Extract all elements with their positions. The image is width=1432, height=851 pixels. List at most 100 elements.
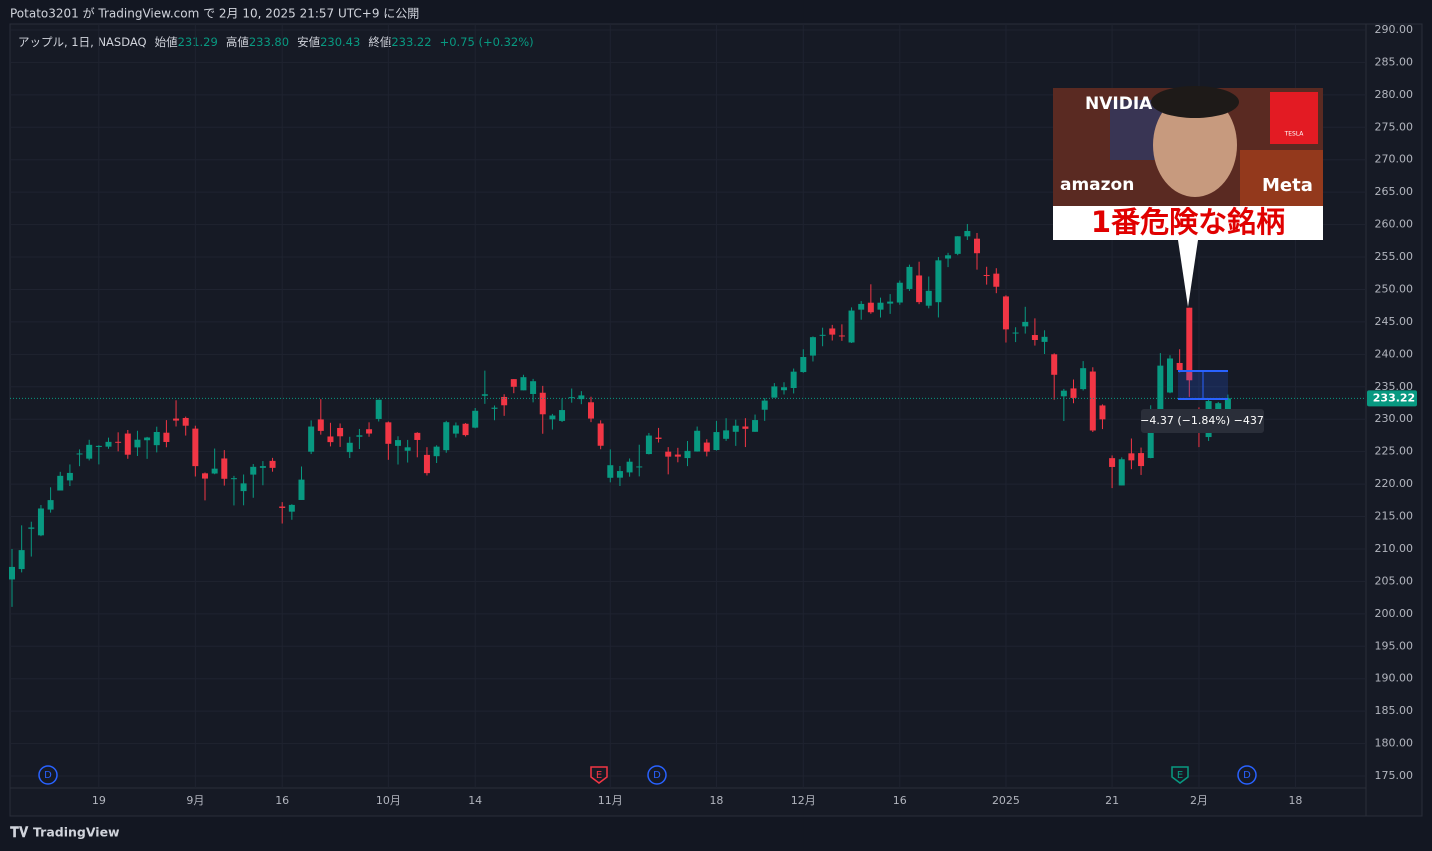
event-marker[interactable]: D (38, 765, 58, 785)
x-tick-label: 2025 (992, 794, 1020, 807)
y-tick-label: 290.00 (1375, 23, 1414, 36)
candle-body (916, 275, 923, 303)
event-label: D (1243, 770, 1251, 781)
x-tick-label: 18 (709, 794, 723, 807)
y-tick-label: 210.00 (1375, 542, 1414, 555)
candle-body (57, 475, 64, 491)
candle-body (1224, 398, 1231, 411)
candle-body (1147, 420, 1154, 459)
candle-body (896, 282, 903, 303)
candle-body (211, 468, 218, 474)
event-marker[interactable]: D (1237, 765, 1257, 785)
y-tick-label: 260.00 (1375, 218, 1414, 231)
candle-body (530, 381, 537, 394)
thumb-caption: 1番危険な銘柄 (1091, 205, 1285, 239)
last-price-tag (1367, 390, 1417, 407)
candle-body (1041, 336, 1048, 342)
candle-body (259, 466, 266, 468)
candle-body (771, 386, 778, 398)
candle-body (1176, 362, 1183, 370)
y-tick-label: 255.00 (1375, 250, 1414, 263)
candle-body (838, 335, 845, 337)
thumb-tesla (1270, 92, 1318, 144)
y-tick-label: 205.00 (1375, 574, 1414, 587)
candle-body (510, 379, 517, 387)
legend-change: +0.75 (+0.32%) (440, 35, 534, 49)
y-tick-label: 185.00 (1375, 704, 1414, 717)
measure-label: −4.37 (−1.84%) −437 (1140, 414, 1264, 427)
candle-body (781, 387, 787, 391)
candle-body (317, 419, 324, 431)
brand: 𝐓𝐕 TradingView (10, 825, 120, 842)
y-tick-label: 285.00 (1375, 55, 1414, 68)
thumb-logo: TESLA (1284, 131, 1305, 138)
legend-value: 230.43 (320, 35, 360, 49)
candle-body (906, 266, 913, 289)
candle-body (597, 423, 604, 446)
candle-body (684, 450, 691, 459)
candle-body (28, 527, 35, 529)
candle-body (356, 435, 363, 437)
candle-body (221, 458, 228, 479)
candle-body (607, 465, 614, 478)
candle-body (86, 444, 93, 459)
event-label: D (44, 770, 52, 781)
candle-body (713, 432, 720, 451)
y-tick-label: 230.00 (1375, 412, 1414, 425)
candle-body (105, 441, 112, 447)
candle-body (298, 479, 305, 500)
candle-body (269, 460, 276, 468)
event-shape (647, 765, 667, 785)
candle-body (423, 454, 430, 474)
candle-body (800, 357, 807, 373)
event-marker[interactable]: E (1171, 766, 1189, 784)
candle-body (76, 453, 83, 455)
y-tick-label: 245.00 (1375, 315, 1414, 328)
thumb-caption-bg (1053, 206, 1323, 240)
y-tick-label: 200.00 (1375, 607, 1414, 620)
y-tick-label: 265.00 (1375, 185, 1414, 198)
candle-body (703, 442, 710, 452)
candle-body (588, 402, 594, 419)
x-tick-label: 11月 (598, 794, 623, 807)
candle-body (925, 290, 932, 306)
candle-body (983, 275, 990, 277)
candle-body (37, 508, 44, 536)
candle-body (809, 337, 816, 356)
candle-body (202, 473, 208, 479)
candle-body (433, 446, 440, 457)
event-marker[interactable]: D (647, 765, 667, 785)
candle-body (240, 483, 247, 492)
event-label: E (1177, 770, 1183, 781)
candle-body (491, 407, 498, 409)
candle-body (18, 550, 25, 570)
candle-body (1002, 296, 1009, 330)
candle-body (1128, 453, 1135, 461)
candle-body (1089, 371, 1096, 431)
brand-logo: 𝐓𝐕 (10, 825, 29, 841)
candle-body (848, 310, 855, 343)
y-tick-label: 215.00 (1375, 510, 1414, 523)
legend-label: 高値 (226, 35, 249, 49)
thumb-logo: amazon (1060, 175, 1134, 195)
x-tick-label: 19 (92, 794, 106, 807)
candle-body (414, 432, 421, 440)
candle-body (520, 377, 527, 391)
candle-body (173, 418, 180, 421)
candle-body (655, 437, 662, 439)
candle-body (819, 334, 826, 336)
event-marker[interactable]: E (590, 766, 608, 784)
candle-body (549, 415, 556, 420)
candle-body (327, 436, 334, 443)
candle-body (578, 395, 585, 400)
candle-body (279, 506, 286, 508)
candle-body (1080, 368, 1087, 390)
y-tick-label: 250.00 (1375, 282, 1414, 295)
y-tick-label: 240.00 (1375, 347, 1414, 360)
candle-body (9, 566, 15, 580)
legend-label: 始値 (155, 35, 178, 49)
thumb-face (1153, 93, 1237, 197)
candle-body (385, 422, 392, 444)
overlay: 233.22 −4.37 (−1.84%) −437 D E D E D NVIDIA amaz… (10, 86, 1417, 785)
thumbnail[interactable]: NVIDIA amazon Meta TESLA 1番危険な銘柄 (1053, 86, 1323, 307)
